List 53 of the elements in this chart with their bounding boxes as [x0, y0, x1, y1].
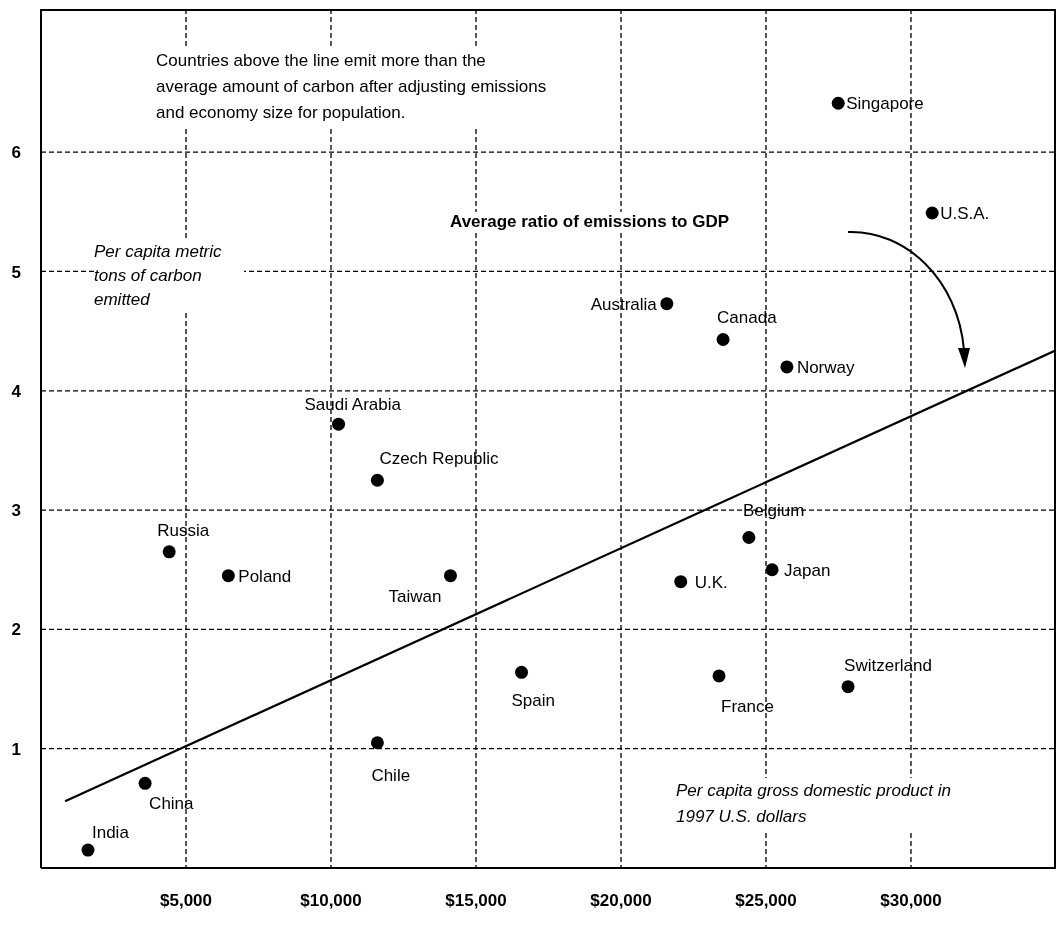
- annotation: Taiwan: [388, 586, 442, 606]
- point: [780, 360, 794, 374]
- point: [138, 776, 152, 790]
- annotation: Chile: [371, 765, 411, 785]
- x-tick-label: $30,000: [880, 891, 942, 911]
- y-tick-label: 6: [11, 143, 21, 163]
- point: [712, 669, 726, 683]
- annotation: U.S.A.: [940, 204, 990, 224]
- y-tick-label: 2: [11, 620, 21, 640]
- y-axis-title: Per capita metric tons of carbon emitted: [94, 240, 244, 312]
- point: [841, 680, 855, 694]
- point: [443, 569, 457, 583]
- point: [716, 332, 730, 346]
- point: [221, 569, 235, 583]
- y-tick-label: 1: [11, 739, 21, 759]
- point: [765, 563, 779, 577]
- point: [925, 206, 939, 220]
- point: [332, 417, 346, 431]
- x-tick-label: $25,000: [735, 891, 797, 911]
- annotation: Russia: [157, 520, 210, 540]
- point: [370, 473, 384, 487]
- y-tick-label: 4: [11, 381, 22, 401]
- x-tick-label: $10,000: [300, 891, 362, 911]
- annotation: Poland: [238, 566, 292, 586]
- x-tick-label: $15,000: [445, 891, 507, 911]
- annotation: Spain: [511, 691, 556, 711]
- annotation: Switzerland: [844, 655, 932, 675]
- annotation: Canada: [717, 308, 778, 328]
- annotation: Australia: [590, 294, 658, 314]
- x-axis-title: Per capita gross domestic product in 1997 U.S. dollars: [676, 778, 961, 830]
- annotation: China: [149, 794, 195, 814]
- annotation: U.K.: [694, 572, 728, 592]
- point: [81, 843, 95, 857]
- point: [660, 297, 674, 311]
- annotation: Norway: [796, 357, 855, 377]
- annotation: Czech Republic: [379, 449, 499, 469]
- point: [515, 665, 529, 679]
- annotation: Japan: [784, 560, 831, 580]
- point: [370, 736, 384, 750]
- x-tick-label: $5,000: [160, 891, 212, 911]
- point: [674, 575, 688, 589]
- annotation: India: [91, 823, 130, 843]
- point: [831, 96, 845, 110]
- annotation: Countries above the line emit more than the average amount of carbon after adjusting emissions and economy size for population.: [152, 46, 552, 128]
- point: [162, 545, 176, 559]
- point: [742, 531, 756, 545]
- text: Average ratio of emissions to GDP: [448, 212, 731, 232]
- x-tick-label: $20,000: [590, 891, 652, 911]
- y-tick-label: 5: [11, 262, 21, 282]
- annotation: Saudi Arabia: [304, 395, 402, 415]
- annotation: France: [721, 696, 774, 716]
- annotation: Singapore: [846, 94, 924, 114]
- y-tick-label: 3: [11, 501, 21, 521]
